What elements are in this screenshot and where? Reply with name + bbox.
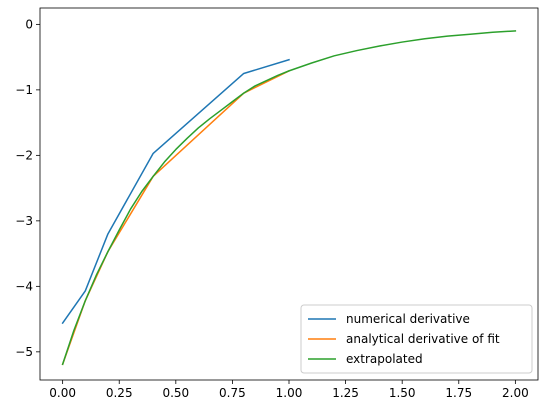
x-tick-label: 1.25 — [332, 386, 359, 400]
x-tick-label: 0.50 — [162, 386, 189, 400]
legend-box — [300, 304, 533, 374]
series-line-numerical-derivative — [61, 58, 290, 325]
legend-label-numerical: numerical derivative — [346, 312, 470, 326]
y-tick-label: −1 — [15, 83, 33, 97]
x-tick-label: 1.75 — [445, 386, 472, 400]
x-tick-label: 0.00 — [49, 386, 76, 400]
y-tick-label: −4 — [15, 279, 33, 293]
legend-label-extrapolated: extrapolated — [346, 352, 423, 366]
y-tick-label: 0 — [25, 17, 33, 31]
legend: numerical derivative analytical derivati… — [300, 304, 533, 374]
x-tick-label: 0.25 — [106, 386, 133, 400]
series-layer — [61, 30, 517, 366]
y-tick-label: −2 — [15, 148, 33, 162]
y-tick-label: −5 — [15, 345, 33, 359]
x-tick-label: 1.00 — [276, 386, 303, 400]
series-line-extrapolated — [61, 30, 517, 366]
x-tick-label: 2.00 — [502, 386, 529, 400]
x-tick-label: 0.75 — [219, 386, 246, 400]
x-tick-label: 1.50 — [389, 386, 416, 400]
legend-label-analytical: analytical derivative of fit — [346, 332, 500, 346]
x-axis: 0.00 0.25 0.50 0.75 1.00 1.25 1.50 1.75 2.00 — [49, 380, 529, 400]
y-tick-label: −3 — [15, 214, 33, 228]
y-axis: 0 −1 −2 −3 −4 −5 — [15, 17, 40, 359]
